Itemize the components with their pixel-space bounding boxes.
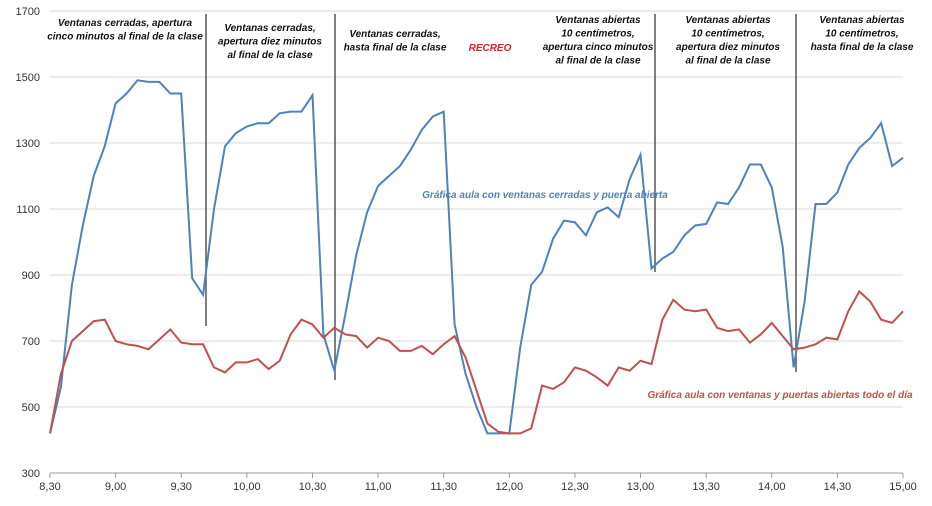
x-tick-label: 14,00 [758,481,786,493]
annotation: cinco minutos al final de la clase [47,32,203,43]
annotation: al final de la clase [555,56,640,67]
x-tick-label: 12,30 [561,481,589,493]
annotation: apertura cinco minutos [543,42,654,53]
annotation: hasta final de la clase [811,42,914,53]
x-tick-label: 13,30 [692,481,720,493]
series-label: Gráfica aula con ventanas y puertas abie… [647,390,913,401]
x-tick-label: 9,00 [105,481,126,493]
annotation: 10 centímetros, [825,29,898,40]
annotation: 10 centímetros, [691,29,764,40]
annotation: 10 centímetros, [561,29,634,40]
series-label: Gráfica aula con ventanas cerradas y pue… [422,190,668,201]
y-tick-label: 700 [22,336,40,348]
x-tick-label: 11,00 [365,481,392,493]
annotation: Ventanas abiertas [819,15,905,26]
annotation: Ventanas abiertas [685,15,771,26]
data-line [49,289,904,435]
x-tick-label: 15,00 [889,481,917,493]
x-tick-label: 14,30 [824,481,852,493]
x-tick-label: 11,30 [430,481,457,493]
x-tick-label: 13,00 [627,481,655,493]
annotation: al final de la clase [685,56,770,67]
y-tick-label: 1700 [16,6,40,18]
y-tick-label: 1100 [16,204,40,216]
annotation: Ventanas cerradas, [349,29,440,40]
x-tick-label: 10,00 [233,481,261,493]
y-tick-label: 300 [22,468,40,480]
y-tick-label: 900 [22,270,40,282]
x-tick-label: 12,00 [496,481,524,493]
annotation: al final de la clase [227,50,312,61]
annotation: Ventanas abiertas [555,15,641,26]
x-tick-label: 10,30 [299,481,327,493]
y-tick-label: 1300 [16,138,40,150]
annotation: Ventanas cerradas, apertura [58,18,193,29]
annotation: Ventanas cerradas, [224,23,315,34]
break-label: RECREO [469,43,512,54]
x-tick-label: 9,30 [171,481,192,493]
y-tick-label: 1500 [16,72,40,84]
annotation: hasta final de la clase [344,43,447,54]
data-line [49,79,904,435]
annotation: apertura diez minutos [676,42,780,53]
annotation: apertura diez minutos [218,37,322,48]
x-tick-label: 8,30 [39,481,60,493]
y-tick-label: 500 [22,402,40,414]
